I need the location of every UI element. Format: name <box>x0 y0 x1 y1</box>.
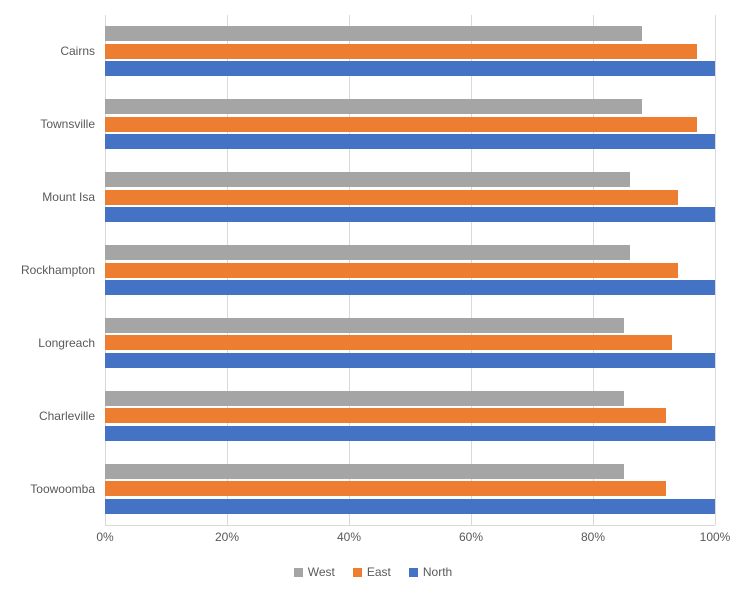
y-tick-label: Longreach <box>0 336 95 350</box>
y-tick-label: Toowoomba <box>0 482 95 496</box>
legend-label: North <box>423 565 452 579</box>
legend-swatch <box>294 568 303 577</box>
bar-north <box>105 353 715 368</box>
x-tick-label: 20% <box>215 530 239 544</box>
bar-east <box>105 117 697 132</box>
bar-west <box>105 245 630 260</box>
x-axis-line <box>105 525 715 526</box>
bar-west <box>105 26 642 41</box>
legend-item-west: West <box>294 565 335 579</box>
x-tick-label: 60% <box>459 530 483 544</box>
bar-north <box>105 280 715 295</box>
chart-container: West East North 0% 20% 40% 60% 80% 100% Toowoomb… <box>0 0 746 589</box>
bar-west <box>105 99 642 114</box>
y-tick-label: Cairns <box>0 44 95 58</box>
bar-west <box>105 391 624 406</box>
bar-west <box>105 172 630 187</box>
legend: West East North <box>0 565 746 579</box>
x-tick-label: 100% <box>700 530 731 544</box>
bar-east <box>105 335 672 350</box>
legend-item-north: North <box>409 565 452 579</box>
gridline <box>715 15 716 525</box>
x-tick-label: 0% <box>96 530 113 544</box>
y-tick-label: Rockhampton <box>0 263 95 277</box>
bar-west <box>105 464 624 479</box>
x-tick-label: 40% <box>337 530 361 544</box>
legend-label: West <box>308 565 335 579</box>
bar-north <box>105 134 715 149</box>
y-tick-label: Charleville <box>0 409 95 423</box>
bar-east <box>105 190 678 205</box>
bar-east <box>105 263 678 278</box>
y-tick-label: Mount Isa <box>0 190 95 204</box>
legend-swatch <box>353 568 362 577</box>
bar-east <box>105 408 666 423</box>
bar-east <box>105 481 666 496</box>
bar-west <box>105 318 624 333</box>
x-tick-label: 80% <box>581 530 605 544</box>
legend-swatch <box>409 568 418 577</box>
y-tick-label: Townsville <box>0 117 95 131</box>
bar-north <box>105 61 715 76</box>
legend-label: East <box>367 565 391 579</box>
bar-north <box>105 426 715 441</box>
bar-east <box>105 44 697 59</box>
bar-north <box>105 499 715 514</box>
plot-area <box>105 15 715 525</box>
bar-north <box>105 207 715 222</box>
legend-item-east: East <box>353 565 391 579</box>
